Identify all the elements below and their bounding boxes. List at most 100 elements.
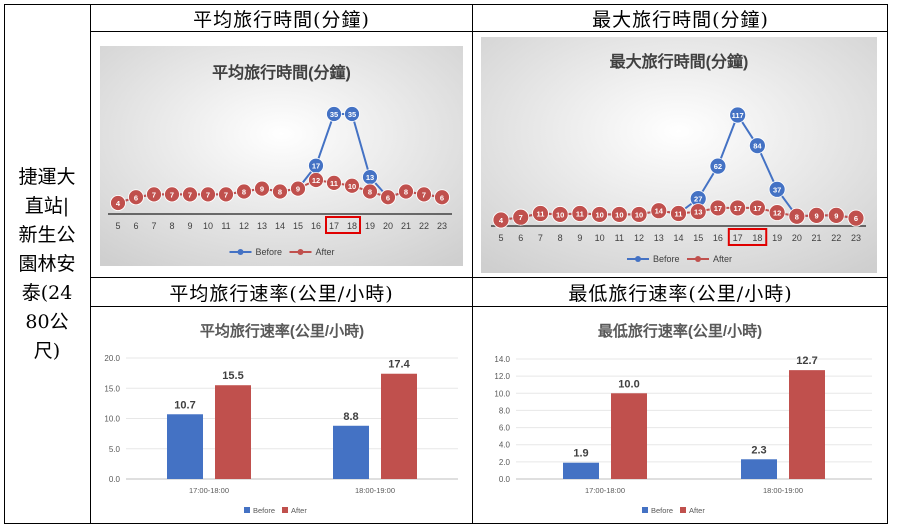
data-label-before: 13 [366,173,374,182]
data-label-before: 35 [348,110,356,119]
data-point-after [164,186,180,203]
x-tick-label: 17 [329,221,339,231]
cell-header-avg-time: 平均旅行時間(分鐘) [193,8,370,31]
y-tick-label: 12.0 [494,372,510,381]
x-tick-label: 18 [752,233,762,243]
y-tick-label: 2.0 [499,458,511,467]
data-point-after [670,205,687,222]
chart-title: 最低旅行速率(公里/小時) [598,322,762,340]
data-label-after: 7 [188,190,192,199]
route-label: 捷運大直站|新生公園林安泰(2480公尺) [18,165,76,362]
x-category-label: 17:00-18:00 [585,486,625,495]
legend-swatch-before [244,507,250,513]
bar-before [167,414,203,479]
data-point-after [571,205,589,222]
data-point-after [650,202,668,220]
y-tick-label: 8.0 [499,406,511,415]
data-label-before: 17 [312,162,320,171]
min-speed-svg: 最低旅行速率(公里/小時) 0.0 2.0 4.0 6.0 8.0 10.0 12.0 14.0… [494,322,872,515]
column-divider [90,4,91,524]
x-tick-label: 5 [115,221,120,231]
x-tick-label: 19 [365,221,375,231]
data-point-after [434,189,450,206]
data-label-after: 17 [733,204,741,213]
y-tick-label: 10.0 [104,415,120,424]
header-divider [90,31,888,32]
x-category-label: 18:00-19:00 [763,486,803,495]
x-tick-label: 21 [812,233,822,243]
route-label-cell: 捷運大直站|新生公園林安泰(2480公尺) [4,4,90,524]
chart-background [100,46,463,266]
y-tick-label: 0.0 [109,475,121,484]
data-point-after [416,186,432,203]
data-label-after: 7 [224,190,228,199]
x-tick-label: 20 [383,221,393,231]
data-point-after [326,175,342,191]
data-label-after: 8 [795,212,799,221]
data-label-before: 117 [732,111,744,120]
x-tick-label: 7 [151,221,156,231]
legend-label-after: After [689,506,705,515]
data-label-after: 4 [499,216,504,225]
chart-background [481,37,877,273]
legend-label-before: Before [253,506,275,515]
x-tick-label: 12 [634,233,644,243]
data-point-after [689,203,707,221]
x-tick-label: 20 [792,233,802,243]
data-label-after: 7 [152,190,156,199]
column-divider [472,4,473,524]
legend-swatch-after [282,507,288,513]
legend-label-before: Before [653,254,680,264]
row-divider [90,277,888,278]
data-label-after: 13 [694,208,702,217]
data-point-before [344,106,360,122]
data-point-after [788,207,806,225]
min-speed-chart: 最低旅行速率(公里/小時) 0.0 2.0 4.0 6.0 8.0 10.0 12.0 14.0… [480,312,880,520]
data-point-after [200,186,216,203]
y-tick-label: 4.0 [499,441,511,450]
x-tick-label: 6 [518,233,523,243]
data-point-after [512,208,530,226]
data-point-after [236,183,252,200]
data-point-after [492,211,510,229]
bar-value-label: 12.7 [796,355,817,367]
chart-title: 平均旅行時間(分鐘) [212,63,351,82]
x-tick-label: 7 [538,233,543,243]
data-label-after: 14 [655,207,664,216]
data-label-after: 9 [834,211,838,220]
bar-after [789,370,825,479]
bar-value-label: 17.4 [388,359,410,371]
x-tick-label: 6 [133,221,138,231]
data-point-after [748,199,766,217]
x-tick-label: 14 [673,233,683,243]
data-point-after [398,183,414,200]
legend-label-after: After [291,506,307,515]
legend-marker-after [695,256,701,262]
data-label-after: 11 [536,209,544,218]
data-label-after: 7 [519,213,523,222]
data-label-after: 6 [854,214,858,223]
data-label-after: 7 [170,190,174,199]
data-label-after: 6 [386,193,390,202]
legend-marker-after [297,249,304,255]
x-tick-label: 22 [419,221,429,231]
legend-label-after: After [316,247,335,257]
data-label-before: 62 [714,162,722,171]
data-label-before: 27 [694,195,702,204]
data-label-after: 6 [440,193,444,202]
data-label-after: 11 [576,209,584,218]
data-point-after [630,206,648,223]
data-point-after [532,205,549,222]
avg-speed-svg: 平均旅行速率(公里/小時) 0.0 5.0 10.0 15.0 20.0 10.7 15.5 1… [104,322,458,515]
x-tick-label: 5 [498,233,503,243]
legend-swatch-before [642,507,648,513]
x-tick-label: 14 [275,221,285,231]
data-point-before [729,106,747,124]
data-point-after [827,206,845,224]
data-label-after: 6 [134,193,138,202]
y-tick-label: 6.0 [499,424,511,433]
data-point-after [551,206,569,223]
x-tick-label: 8 [558,233,563,243]
peak-hours-highlight-box [727,228,768,246]
legend-label-before: Before [256,247,283,257]
